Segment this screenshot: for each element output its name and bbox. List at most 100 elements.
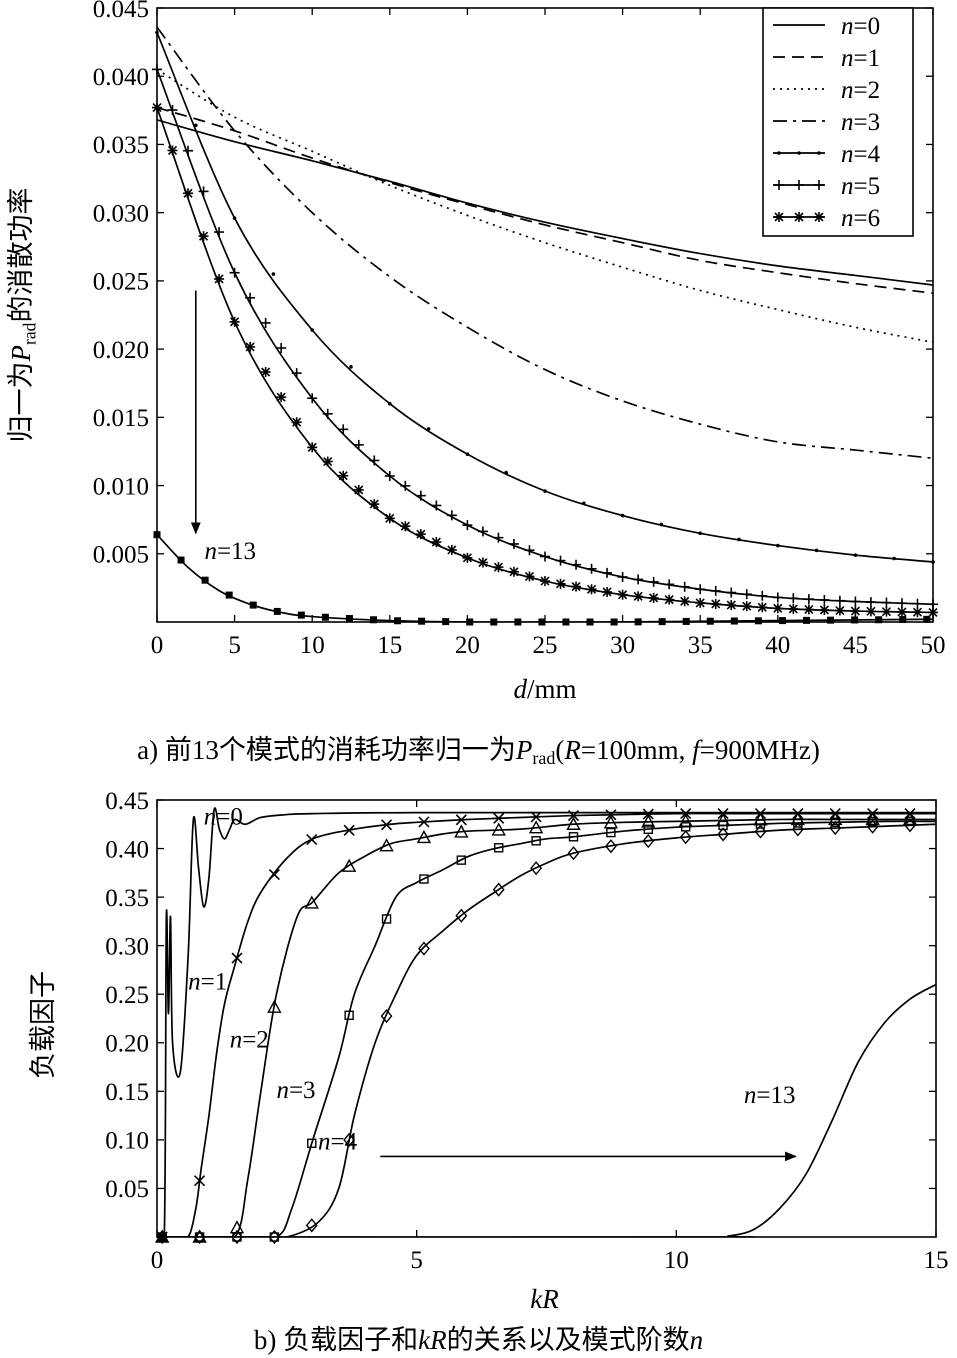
marker-dot (776, 543, 780, 548)
marker-plus (865, 597, 876, 608)
marker-star (679, 596, 690, 607)
marker-star-ray (649, 593, 659, 603)
marker-star (338, 470, 349, 481)
chart-a: 0 5 10 15 20 25 30 35 40 45 50 0.005 0.010 0.015 0.020… (6, 0, 946, 704)
marker-star (633, 591, 644, 602)
legend-label-n=0-part: =0 (854, 13, 881, 40)
marker-plus (400, 480, 411, 491)
marker-star-ray (814, 212, 824, 222)
marker-dot (310, 328, 315, 332)
marker-dot (271, 272, 276, 276)
marker-square-filled (610, 618, 618, 626)
legend-label-n=3-part: =3 (854, 109, 881, 136)
caption-a-rvalue: =100mm, (580, 735, 693, 765)
marker-plus (493, 532, 504, 543)
marker-star-ray (602, 587, 612, 597)
marker-star-ray (292, 417, 302, 427)
marker-squarefill (730, 617, 738, 625)
marker-diamond (791, 822, 804, 837)
marker-square-filled (923, 615, 931, 623)
marker-x-b (380, 819, 393, 831)
marker-dot (737, 537, 741, 542)
marker-star-ray (571, 581, 581, 592)
marker-square-filled (875, 616, 883, 624)
marker-star (928, 607, 938, 618)
marker-star (834, 605, 845, 616)
marker-square (381, 914, 392, 924)
marker-triangle (491, 822, 506, 836)
y-tick-label: 0.020 (93, 337, 149, 364)
marker-star-ray (928, 607, 938, 618)
marker-square (643, 824, 653, 834)
marker-squarefill (273, 607, 281, 615)
marker-dot (388, 401, 392, 406)
marker-square (307, 1138, 317, 1148)
marker-star-ray (369, 499, 379, 509)
marker-squarefill (153, 531, 161, 539)
marker-squarefill (514, 618, 522, 626)
marker-square (344, 1010, 354, 1020)
marker-x (530, 811, 542, 823)
marker-square-filled (273, 607, 281, 615)
marker-plus (152, 64, 162, 75)
marker-squarefill (538, 618, 546, 626)
marker-square-filled (514, 618, 522, 626)
marker-star-ray (261, 367, 271, 377)
marker-star-ray (509, 567, 519, 577)
legend-label-n=1-part: n (841, 45, 854, 72)
marker-star (695, 597, 706, 608)
marker-x (380, 819, 393, 831)
n13-label-part: n (204, 538, 217, 565)
marker-x-b (306, 834, 318, 846)
marker-triangle (528, 820, 544, 834)
y-axis-label: 负载因子 (28, 971, 58, 1079)
marker-star (415, 529, 426, 540)
marker-star (431, 537, 442, 548)
y-tick-label: 0.040 (93, 64, 149, 91)
marker-x (418, 816, 430, 828)
marker-square-filled (586, 618, 594, 626)
marker-squarefill (370, 616, 378, 624)
marker-square (568, 832, 579, 842)
marker-star-ray (167, 145, 178, 156)
marker-star-ray (385, 513, 395, 523)
marker-x (231, 952, 243, 964)
y-tick-label: 0.015 (93, 405, 149, 432)
caption-a-fvalue: =900MHz) (699, 735, 820, 765)
marker-square-filled (827, 616, 835, 624)
marker-x (567, 809, 580, 822)
marker-diamond (455, 908, 468, 923)
marker-x (455, 814, 467, 826)
marker-dot (465, 452, 470, 456)
marker-plus (834, 595, 845, 606)
marker-dot (659, 522, 664, 527)
curve-label-n=3: n=3 (276, 1077, 315, 1104)
marker-star (508, 566, 519, 577)
marker-diamond (642, 833, 655, 849)
marker-star (307, 442, 318, 453)
marker-squarefill (634, 618, 642, 626)
legend-label-n=0-part: n (841, 13, 854, 40)
marker-star-ray (695, 598, 705, 608)
legend-label-n=6-part: =6 (854, 205, 881, 232)
marker-dot (931, 560, 935, 564)
marker-square (867, 816, 878, 827)
marker-dot (155, 30, 159, 35)
marker-x-b (231, 952, 243, 964)
marker-square-filled (851, 616, 859, 624)
marker-star-ray (323, 456, 333, 467)
marker-star (198, 231, 209, 242)
marker-star-ray (152, 103, 162, 113)
marker-plus (664, 579, 675, 590)
marker-star (850, 606, 861, 617)
marker-square (793, 818, 803, 828)
marker-square-filled (442, 618, 450, 626)
marker-squarefill (321, 613, 329, 621)
marker-plus (571, 559, 582, 570)
marker-x-b (343, 824, 355, 836)
marker-star (446, 544, 457, 555)
marker-star-ray (230, 317, 240, 327)
marker-squarefill (682, 617, 690, 625)
x-tick-label: 25 (533, 632, 558, 659)
marker-square (606, 827, 616, 838)
